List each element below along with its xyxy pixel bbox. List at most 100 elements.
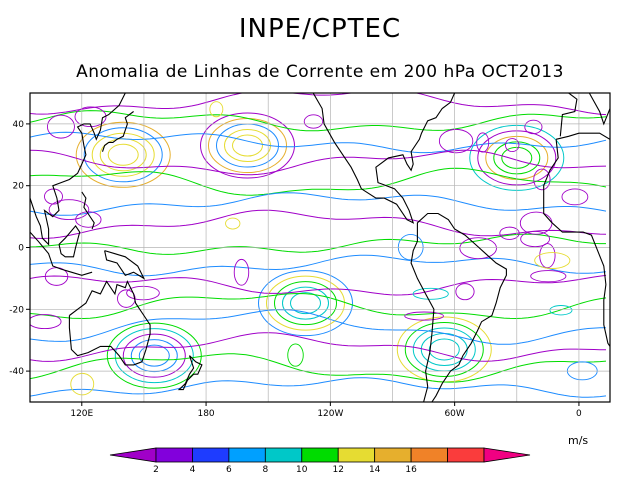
coastline-new-guinea	[104, 250, 146, 280]
vortex-streamline	[75, 121, 171, 188]
eddy-streamline	[520, 230, 551, 248]
coastline-japan	[101, 111, 134, 152]
streamline	[30, 292, 607, 320]
streamline	[30, 233, 606, 255]
lat-tick-label: -20	[9, 305, 24, 315]
coastlines-layer	[30, 44, 610, 402]
colorbar-label: 4	[190, 465, 196, 475]
lat-tick-label: 20	[13, 182, 25, 192]
eddy-streamline	[561, 188, 589, 206]
lon-tick-label: 180	[197, 409, 214, 419]
streamline	[30, 209, 607, 240]
colorbar-segment	[447, 447, 485, 463]
lat-tick-label: 40	[13, 120, 25, 130]
eddy-streamline	[233, 258, 250, 286]
vortex-streamline	[114, 328, 194, 384]
colorbar-segment	[155, 447, 193, 463]
vortex-streamline	[107, 143, 139, 166]
colorbar-segment	[192, 447, 230, 463]
coastline-greenland-iceland	[531, 44, 548, 50]
eddy-streamline	[549, 305, 573, 316]
streamline	[30, 274, 607, 296]
eddy-streamline	[46, 114, 75, 139]
coastline-australia	[68, 280, 151, 366]
colorbar-label: 14	[369, 465, 381, 475]
colorbar-label: 16	[405, 465, 417, 475]
eddy-streamline	[48, 199, 90, 221]
vortex-streamline	[290, 292, 321, 315]
eddy-streamline	[476, 132, 490, 153]
coastline-asia-east	[30, 93, 126, 246]
colorbar-segment	[410, 447, 448, 463]
colorbar-segment	[337, 447, 376, 463]
vortex-streamline	[224, 129, 271, 163]
streamline	[30, 192, 607, 216]
vortex-streamline	[208, 118, 287, 174]
eddy-streamline	[126, 285, 160, 301]
eddy-streamline	[438, 128, 474, 154]
vortex-streamline	[266, 275, 345, 331]
colorbar-label: 2	[153, 465, 159, 475]
eddy-streamline	[459, 237, 497, 260]
streamline	[30, 332, 606, 362]
vortex-streamline	[83, 127, 163, 183]
vortex-streamline	[200, 112, 295, 179]
streamline	[30, 254, 607, 277]
eddy-streamline	[44, 188, 63, 205]
eddy-streamline	[534, 252, 571, 269]
vortex-streamline	[122, 333, 186, 378]
lat-tick-label: 0	[18, 244, 24, 254]
streamline	[30, 167, 607, 196]
eddy-streamline	[533, 168, 551, 191]
colorbar-min-arrow	[109, 447, 157, 463]
lon-tick-label: 120W	[317, 409, 343, 419]
vortex-streamline	[396, 316, 492, 383]
coastline-south-america	[410, 212, 507, 402]
eddy-streamline	[455, 283, 475, 301]
eddy-streamline	[225, 217, 241, 230]
eddy-streamline	[505, 138, 520, 153]
eddy-streamline	[287, 343, 304, 367]
vortex-streamline	[91, 132, 155, 177]
vortex-streamline	[274, 281, 337, 326]
eddy-streamline	[70, 372, 95, 396]
colorbar-segment	[228, 447, 266, 463]
streamline	[30, 131, 607, 154]
colorbar-label: 10	[296, 465, 308, 475]
colorbar-label: 12	[332, 465, 343, 475]
eddy-streamline	[303, 114, 324, 129]
streamline	[30, 93, 607, 116]
streamline	[30, 149, 607, 176]
gridlines-layer	[30, 93, 610, 402]
longitude-tick-labels: 120E180120W60W060E	[70, 402, 582, 419]
eddy-streamline	[404, 311, 444, 321]
vortex-streamline	[106, 322, 202, 389]
coastline-africa	[543, 132, 610, 348]
colorbar-segment	[374, 447, 412, 463]
coastline-philippines	[81, 191, 95, 230]
eddy-streamline	[412, 287, 449, 300]
colorbar-label: 8	[262, 465, 268, 475]
colorbar-max-arrow	[483, 447, 531, 463]
eddy-streamline	[30, 314, 62, 330]
eddy-streamline	[499, 226, 520, 240]
page-title: INPE/CPTEC	[238, 14, 402, 44]
coastline-borneo	[58, 224, 81, 258]
eddy-streamline	[539, 243, 556, 269]
eddy-streamline	[74, 106, 107, 128]
coastline-indonesia	[30, 231, 93, 276]
eddy-streamline	[530, 270, 567, 283]
lon-tick-label: 60W	[444, 409, 464, 419]
eddy-streamline	[209, 101, 224, 118]
coastline-new-zealand	[177, 355, 203, 391]
streamline	[30, 110, 607, 132]
vortex-streamline	[428, 338, 460, 361]
vortex-streamline	[258, 270, 353, 337]
colorbar-label: 6	[226, 465, 232, 475]
vortex-streamline	[130, 339, 178, 373]
streamline	[30, 377, 607, 398]
lon-tick-label: 120E	[70, 409, 93, 419]
streamline	[30, 309, 607, 345]
vortex-streamline	[138, 344, 170, 367]
